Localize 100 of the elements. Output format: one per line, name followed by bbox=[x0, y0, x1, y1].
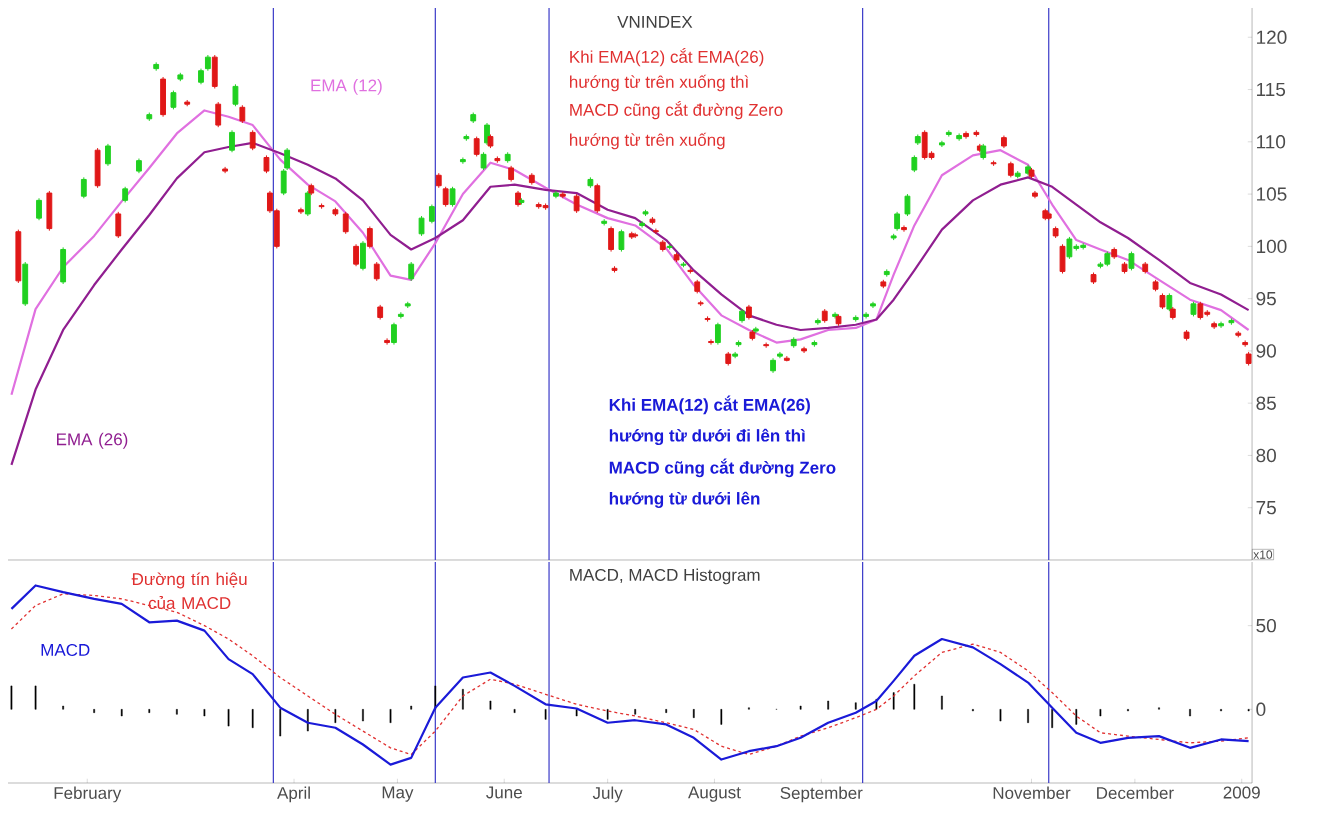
candlestick bbox=[404, 301, 411, 309]
candlestick bbox=[1052, 225, 1059, 239]
candlestick bbox=[36, 197, 42, 221]
candlestick bbox=[783, 355, 790, 362]
candlestick bbox=[1111, 246, 1118, 260]
candlestick bbox=[1007, 161, 1014, 178]
candlestick bbox=[470, 112, 477, 124]
candlestick bbox=[46, 190, 53, 232]
x-tick-label: September bbox=[780, 786, 863, 803]
candlestick bbox=[463, 133, 470, 142]
candlestick bbox=[573, 193, 580, 214]
candlestick bbox=[377, 304, 384, 321]
candlestick bbox=[1245, 351, 1252, 367]
candlestick bbox=[890, 233, 897, 241]
candlestick bbox=[1152, 279, 1159, 292]
y-tick-label: 80 bbox=[1256, 448, 1276, 463]
candlestick bbox=[1228, 317, 1235, 326]
candlestick bbox=[666, 243, 673, 250]
candlestick bbox=[1166, 292, 1173, 312]
candlestick bbox=[553, 190, 559, 199]
candlestick bbox=[80, 176, 87, 199]
candlestick bbox=[894, 211, 901, 232]
candlestick bbox=[1242, 339, 1249, 348]
candlestick bbox=[1235, 330, 1242, 338]
x-tick-label: April bbox=[277, 786, 310, 803]
candlestick bbox=[611, 265, 618, 273]
candlestick bbox=[115, 211, 122, 239]
candlestick bbox=[332, 207, 339, 217]
candlestick bbox=[749, 329, 756, 341]
candlestick bbox=[835, 313, 842, 327]
candlestick bbox=[94, 147, 101, 189]
candlestick bbox=[956, 132, 963, 142]
candlestick bbox=[732, 351, 739, 359]
candlestick bbox=[945, 129, 952, 138]
annotation: hướng từ dưới lên bbox=[609, 491, 760, 508]
y-tick-label: 110 bbox=[1257, 135, 1286, 149]
y-axis-title: x10 bbox=[1253, 550, 1273, 559]
series-label: EMA (26) bbox=[57, 432, 128, 449]
annotation: MACD cũng cắt đường Zero bbox=[570, 100, 783, 120]
candlestick bbox=[708, 338, 714, 346]
candlestick bbox=[391, 322, 397, 346]
x-tick-label: 2009 bbox=[1223, 786, 1260, 799]
candlestick bbox=[222, 166, 229, 174]
candlestick bbox=[249, 129, 256, 151]
candlestick bbox=[304, 190, 311, 217]
candlestick bbox=[204, 54, 211, 72]
candlestick bbox=[1218, 321, 1224, 329]
candlestick bbox=[418, 215, 425, 237]
candlestick bbox=[752, 326, 759, 334]
candlestick bbox=[687, 267, 694, 275]
candlestick bbox=[725, 351, 732, 367]
candlestick bbox=[739, 308, 745, 324]
y-tick-label: 105 bbox=[1257, 187, 1287, 201]
candlestick bbox=[528, 172, 535, 186]
candlestick bbox=[170, 90, 177, 110]
x-tick-label: February bbox=[54, 786, 122, 803]
candlestick bbox=[680, 261, 687, 268]
candlestick bbox=[639, 220, 645, 229]
candlestick bbox=[353, 243, 359, 267]
candlestick bbox=[198, 68, 204, 85]
y-tick-label: 100 bbox=[1257, 239, 1287, 254]
candlestick bbox=[449, 186, 456, 208]
candlestick bbox=[184, 99, 191, 107]
candlestick bbox=[618, 229, 625, 253]
annotation: hướng từ dưới đi lên thì bbox=[609, 428, 805, 446]
candlestick bbox=[1190, 301, 1197, 317]
candlestick bbox=[790, 336, 797, 349]
candlestick bbox=[801, 346, 807, 354]
candlestick bbox=[811, 339, 818, 348]
candlestick bbox=[1142, 261, 1149, 275]
candlestick bbox=[1090, 271, 1097, 285]
candlestick bbox=[263, 154, 270, 174]
candlestick bbox=[963, 130, 969, 140]
series-label: Đường tín hiệu của MACD bbox=[131, 572, 247, 610]
candlestick bbox=[673, 252, 680, 263]
candlestick bbox=[397, 311, 404, 319]
candlestick bbox=[1183, 329, 1190, 341]
annotation: hướng từ trên xuống thì bbox=[570, 74, 749, 92]
candlestick bbox=[298, 207, 304, 215]
candlestick bbox=[459, 156, 466, 165]
candlestick bbox=[559, 191, 566, 199]
candlestick bbox=[694, 279, 701, 294]
candlestick bbox=[1014, 170, 1021, 179]
candlestick bbox=[821, 308, 828, 324]
candlestick bbox=[770, 357, 776, 374]
candlestick bbox=[480, 151, 487, 171]
candlestick bbox=[852, 314, 859, 323]
y-tick-label: 0 bbox=[1256, 702, 1266, 717]
candlestick bbox=[632, 232, 639, 239]
candlestick bbox=[901, 224, 907, 233]
candlestick bbox=[408, 261, 415, 282]
text: MACD bbox=[41, 643, 90, 656]
candlestick bbox=[308, 183, 315, 196]
candlestick bbox=[136, 158, 142, 174]
candlestick bbox=[473, 136, 480, 157]
candlestick bbox=[649, 216, 656, 225]
candlestick bbox=[863, 311, 869, 319]
candlestick bbox=[652, 228, 659, 235]
candlestick bbox=[373, 261, 380, 282]
candlestick bbox=[938, 140, 945, 148]
